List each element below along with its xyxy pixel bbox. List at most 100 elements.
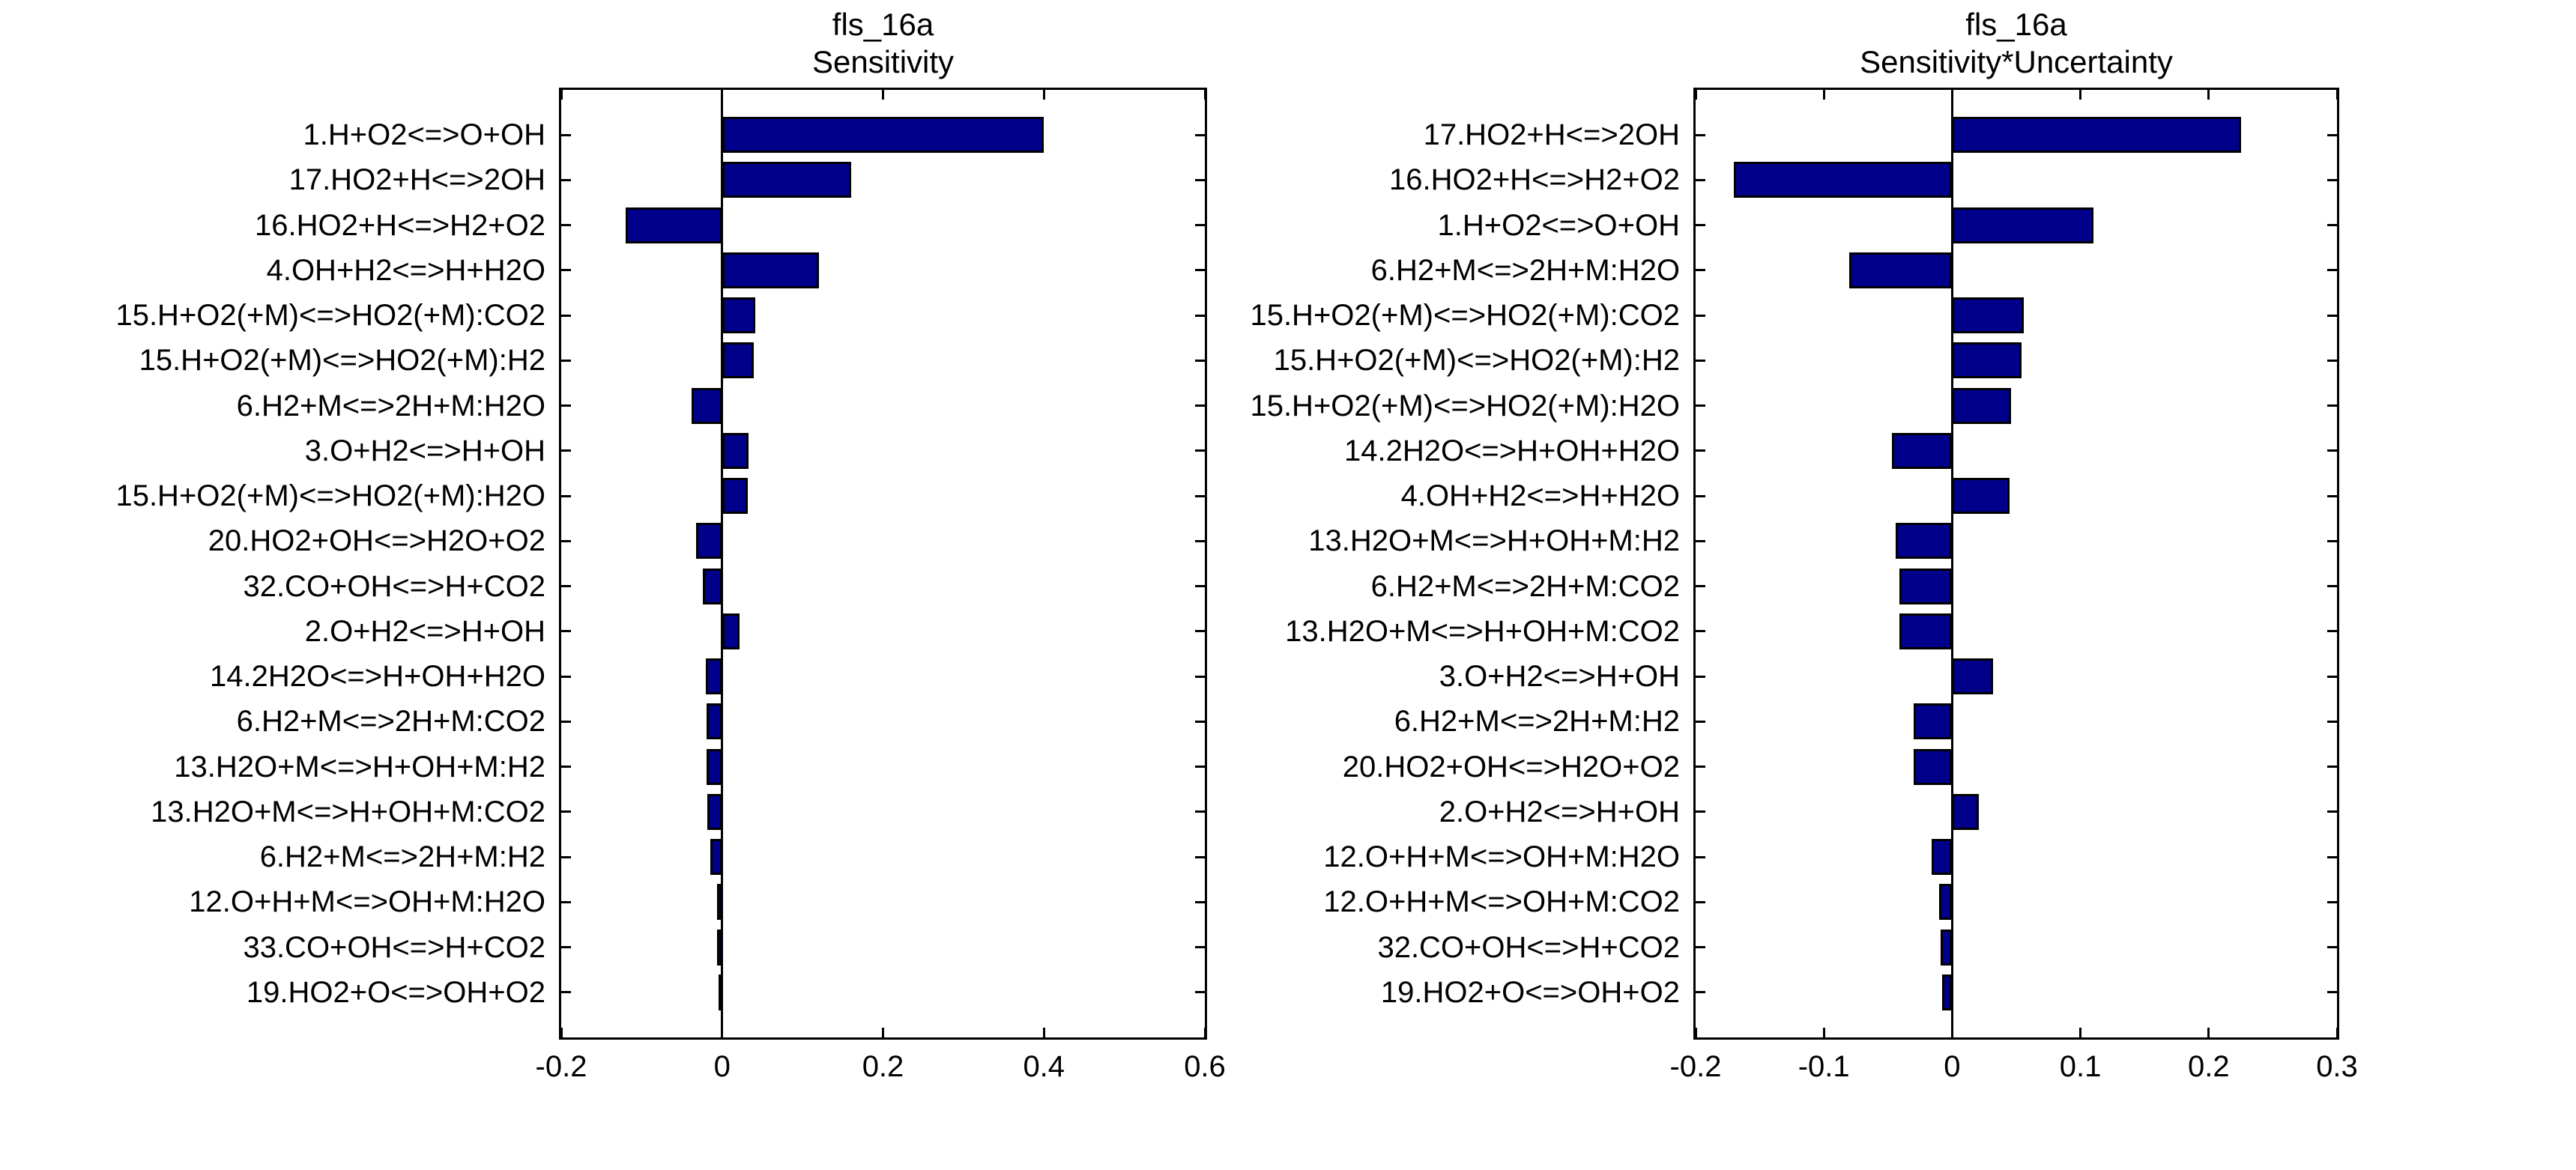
y-tick [561,539,571,542]
y-axis-tick-label: 3.O+H2<=>H+OH [304,434,545,467]
x-axis-tick-label: -0.1 [1798,1050,1850,1083]
bar [625,207,722,243]
chart-title-line1: fls_16a [832,7,934,42]
x-axis-tick-label: -0.2 [1669,1050,1722,1083]
y-tick [2327,855,2337,858]
bar [1940,929,1953,966]
y-tick [1195,449,1205,452]
y-axis-tick-label: 32.CO+OH<=>H+CO2 [243,569,545,603]
x-tick [1694,90,1697,100]
y-tick [1696,855,1705,858]
plot-area [1693,88,2339,1040]
y-tick [561,946,571,949]
y-axis-tick-label: 13.H2O+M<=>H+OH+M:CO2 [151,795,545,828]
y-axis-tick-label: 12.O+H+M<=>OH+M:H2O [1323,840,1680,874]
bar [1952,793,1980,830]
y-axis-tick-label: 13.H2O+M<=>H+OH+M:H2 [174,750,545,783]
plot-area [559,88,1207,1040]
x-tick [1950,90,1953,100]
y-tick [561,449,571,452]
y-tick [2327,133,2337,136]
bar [1952,207,2093,243]
bar [691,387,722,424]
y-tick [1696,675,1705,678]
y-tick [1696,404,1705,407]
y-tick [2327,766,2337,769]
y-tick [561,404,571,407]
y-axis-tick-label: 20.HO2+OH<=>H2O+O2 [1342,750,1680,783]
bar [722,297,755,334]
x-tick [2079,1028,2082,1037]
y-axis-tick-label: 15.H+O2(+M)<=>HO2(+M):H2 [1273,344,1680,378]
x-tick [2079,90,2082,100]
y-tick [1195,720,1205,723]
bar [719,974,724,1010]
bar [1952,658,1994,695]
y-tick [2327,720,2337,723]
y-tick [2327,991,2337,994]
y-tick [1195,946,1205,949]
y-tick [1696,449,1705,452]
y-tick [1696,630,1705,633]
y-tick [2327,178,2337,181]
y-axis-tick-label: 1.H+O2<=>O+OH [303,118,545,152]
x-axis-tick-label: -0.2 [535,1050,587,1083]
bar [1914,748,1953,785]
chart-title-line1: fls_16a [1965,7,2067,42]
y-tick [561,766,571,769]
y-tick [561,991,571,994]
y-tick [2327,810,2337,813]
bar [706,658,722,695]
y-tick [1195,810,1205,813]
bar [1849,252,1953,288]
y-axis-tick-label: 20.HO2+OH<=>H2O+O2 [208,524,545,558]
y-tick [1195,630,1205,633]
y-tick [1195,585,1205,588]
y-tick [1195,404,1205,407]
chart-title: fls_16a Sensitivity [559,6,1207,81]
y-tick [1696,314,1705,317]
y-tick [561,900,571,903]
y-tick [1195,766,1205,769]
y-tick [561,855,571,858]
bar [722,613,740,649]
y-tick [1195,855,1205,858]
y-axis-tick-label: 15.H+O2(+M)<=>HO2(+M):CO2 [115,299,545,333]
y-tick [2327,359,2337,362]
x-tick [560,90,563,100]
y-tick [561,630,571,633]
y-tick [2327,404,2337,407]
x-axis-tick-label: 0.1 [2059,1050,2102,1083]
x-tick [560,1028,563,1037]
y-tick [1696,178,1705,181]
bar [710,839,722,876]
y-tick [1195,675,1205,678]
bar [1952,478,2010,515]
y-tick [561,585,571,588]
bar [722,162,851,198]
y-tick [561,314,571,317]
y-tick [2327,494,2337,497]
x-tick [721,90,724,100]
y-tick [2327,269,2337,272]
bar [707,703,722,740]
zero-baseline [721,90,724,1037]
bar [1941,974,1953,1010]
y-axis-tick-label: 17.HO2+H<=>2OH [1423,118,1680,152]
y-tick [561,224,571,227]
y-tick [2327,900,2337,903]
bar [1734,162,1953,198]
y-tick [2327,630,2337,633]
bar [717,929,722,966]
y-tick [561,269,571,272]
y-tick [2327,224,2337,227]
y-tick [1195,900,1205,903]
y-tick [2327,539,2337,542]
y-tick [1696,766,1705,769]
x-axis-tick-label: 0.6 [1184,1050,1226,1083]
x-tick [1694,1028,1697,1037]
bar [1952,297,2025,334]
bar [696,523,722,560]
y-tick [1195,178,1205,181]
bar [1896,523,1953,560]
